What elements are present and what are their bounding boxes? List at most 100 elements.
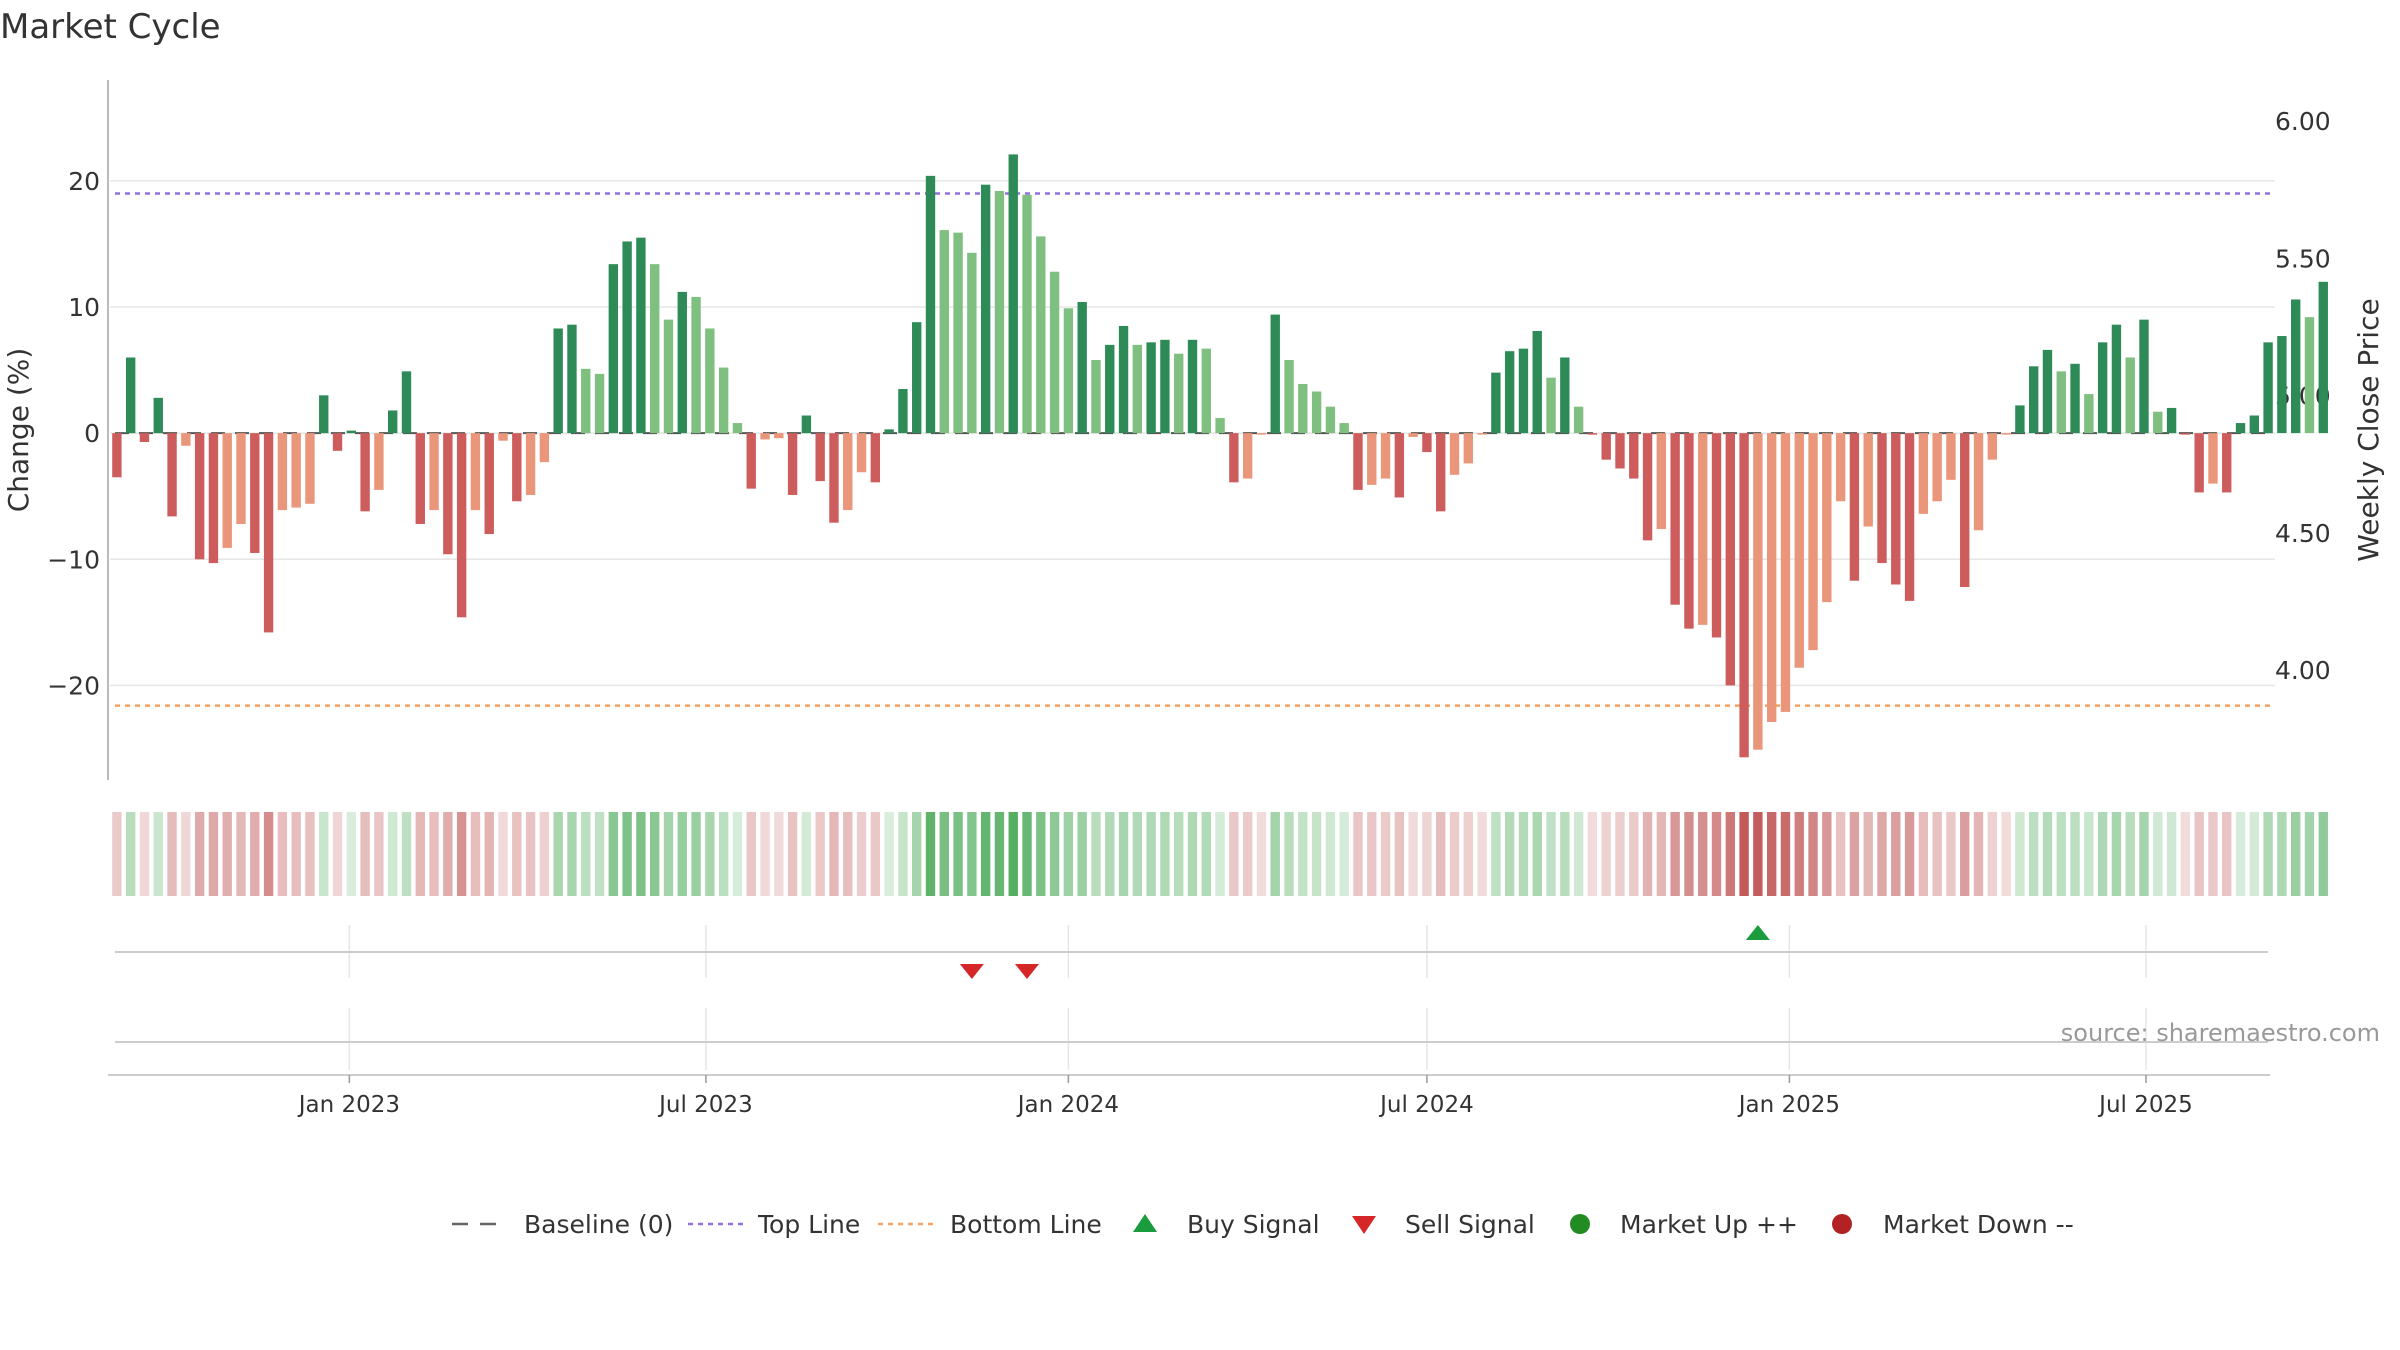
x-tick-label: Jan 2023 xyxy=(297,1092,400,1118)
bar xyxy=(2290,299,2301,434)
legend-item-mdown: Market Down -- xyxy=(1832,1210,2074,1239)
heat-cell xyxy=(181,812,191,896)
bar xyxy=(1753,433,1763,750)
bar xyxy=(1491,372,1501,434)
heat-cell xyxy=(581,812,591,896)
bar xyxy=(2263,342,2273,434)
heat-cell xyxy=(884,812,894,896)
bar xyxy=(1560,357,1570,434)
heat-cell xyxy=(2263,812,2273,896)
heat-cell xyxy=(718,812,729,896)
bar xyxy=(2056,371,2066,434)
heat-cell xyxy=(1174,812,1184,896)
bar xyxy=(1215,418,1225,434)
heat-cell xyxy=(2249,812,2260,896)
bar xyxy=(388,410,398,434)
bar xyxy=(1325,406,1336,434)
bar xyxy=(332,433,343,451)
x-tick-label: Jul 2024 xyxy=(1378,1092,1474,1118)
bar xyxy=(1573,406,1584,434)
bar xyxy=(181,433,191,446)
bar xyxy=(1380,433,1391,479)
bar xyxy=(1918,433,1929,514)
bar xyxy=(2097,342,2108,434)
bar xyxy=(374,433,384,490)
bar xyxy=(594,373,605,434)
bar xyxy=(125,357,136,434)
bar xyxy=(2208,433,2218,484)
heat-cell xyxy=(1973,812,1984,896)
heat-cell xyxy=(843,812,853,896)
bar xyxy=(2318,281,2328,434)
heat-cell xyxy=(1863,812,1873,896)
heat-cell xyxy=(1739,812,1749,896)
heat-cell xyxy=(2318,812,2328,896)
heat-cell xyxy=(746,812,756,896)
bar xyxy=(1987,433,1997,460)
legend-item-mup: Market Up ++ xyxy=(1570,1210,1798,1239)
bar xyxy=(277,433,288,511)
bar xyxy=(1477,433,1487,435)
heat-cell xyxy=(663,812,674,896)
bar xyxy=(1946,433,1956,480)
bar xyxy=(1532,330,1542,434)
heat-cell xyxy=(2277,812,2287,896)
bar xyxy=(1422,433,1432,453)
heat-cell xyxy=(1711,812,1722,896)
bar xyxy=(1132,344,1143,434)
bar xyxy=(553,328,563,434)
x-tick-label: Jul 2023 xyxy=(657,1092,753,1118)
bar xyxy=(319,395,329,434)
heat-cell xyxy=(1629,812,1639,896)
heat-cell xyxy=(1132,812,1143,896)
bar xyxy=(1242,433,1253,479)
y-right-tick-label: 5.50 xyxy=(2275,244,2331,273)
y-axis-left-label: Change (%) xyxy=(2,348,35,513)
bar xyxy=(718,367,729,434)
heat-cell xyxy=(1256,812,1267,896)
heat-cell xyxy=(1822,812,1832,896)
bar xyxy=(263,433,274,633)
heat-cell xyxy=(1891,812,1901,896)
bar xyxy=(1022,194,1032,434)
heat-cell xyxy=(1766,812,1777,896)
y-right-tick-label: 4.00 xyxy=(2275,656,2331,685)
bar xyxy=(153,397,163,434)
bar xyxy=(470,433,481,511)
bar xyxy=(222,433,232,548)
heat-cell xyxy=(484,812,494,896)
bar xyxy=(112,433,122,478)
heat-cell xyxy=(1049,812,1060,896)
chart-title: Market Cycle xyxy=(0,7,221,47)
heat-cell xyxy=(553,812,563,896)
bar xyxy=(1877,433,1887,564)
heat-cell xyxy=(470,812,481,896)
heat-cell xyxy=(1077,812,1087,896)
heat-cell xyxy=(291,812,301,896)
bar xyxy=(567,324,577,434)
heat-cell xyxy=(2097,812,2108,896)
heat-cell xyxy=(222,812,232,896)
bar xyxy=(1339,423,1349,434)
bar xyxy=(1436,433,1446,512)
bar xyxy=(305,433,315,504)
y-left-tick-label: −20 xyxy=(47,671,100,700)
heat-cell xyxy=(1298,812,1308,896)
heat-cell xyxy=(277,812,288,896)
bar xyxy=(677,291,687,434)
bar xyxy=(1105,344,1115,434)
heat-cell xyxy=(2056,812,2066,896)
bar xyxy=(1256,433,1267,435)
heat-cell xyxy=(456,812,467,896)
heat-cell xyxy=(1339,812,1349,896)
heat-cell xyxy=(898,812,908,896)
bar xyxy=(1780,433,1791,712)
bar xyxy=(401,371,412,434)
heat-cell xyxy=(2222,812,2232,896)
source-label: source: sharemaestro.com xyxy=(2061,1019,2380,1047)
bar xyxy=(498,433,508,441)
bar xyxy=(787,433,798,495)
sell-signal-marker xyxy=(1015,964,1040,979)
heat-cell xyxy=(801,812,812,896)
